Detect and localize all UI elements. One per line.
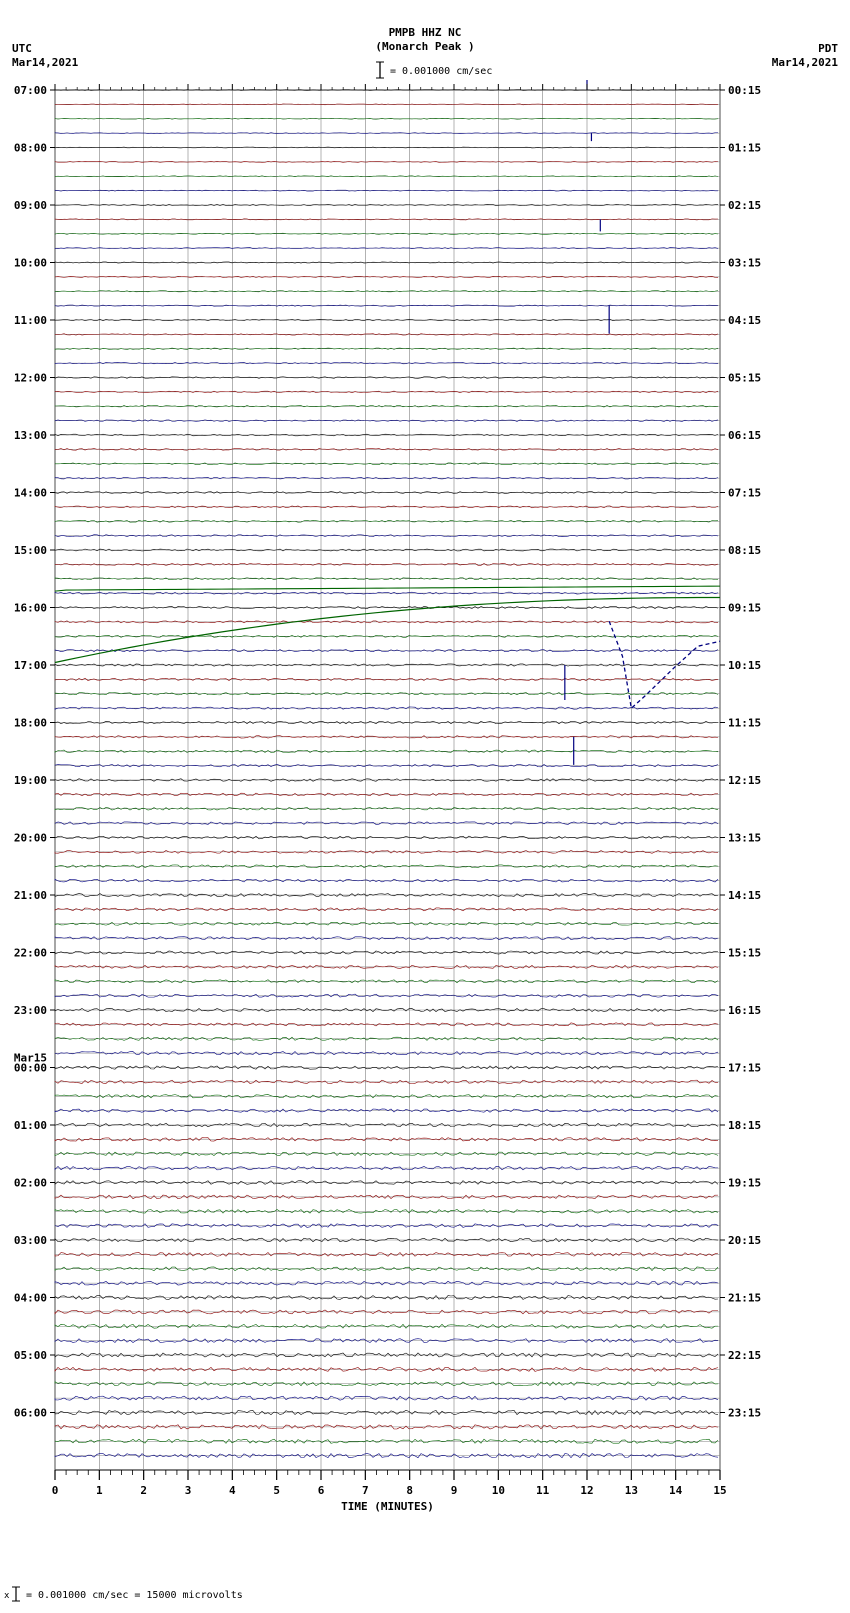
x-tick-label: 6 xyxy=(318,1484,325,1497)
left-hour-label: 21:00 xyxy=(14,889,47,902)
left-hour-label: 05:00 xyxy=(14,1349,47,1362)
x-tick-label: 10 xyxy=(492,1484,505,1497)
seismic-trace xyxy=(55,319,718,320)
x-tick-label: 1 xyxy=(96,1484,103,1497)
right-hour-label: 22:15 xyxy=(728,1349,761,1362)
x-tick-label: 0 xyxy=(52,1484,59,1497)
right-hour-label: 20:15 xyxy=(728,1234,761,1247)
left-date: Mar14,2021 xyxy=(12,56,79,69)
left-hour-label: 14:00 xyxy=(14,487,47,500)
x-tick-label: 3 xyxy=(185,1484,192,1497)
right-hour-label: 01:15 xyxy=(728,142,761,155)
right-tz: PDT xyxy=(818,42,838,55)
left-hour-label: 03:00 xyxy=(14,1234,47,1247)
x-tick-label: 2 xyxy=(140,1484,147,1497)
left-hour-label: 06:00 xyxy=(14,1407,47,1420)
x-tick-label: 7 xyxy=(362,1484,369,1497)
right-hour-label: 23:15 xyxy=(728,1407,761,1420)
seismic-trace xyxy=(55,147,718,148)
seismic-trace xyxy=(55,420,718,422)
left-hour-label: 20:00 xyxy=(14,832,47,845)
x-tick-label: 13 xyxy=(625,1484,638,1497)
scale-text-bottom: = 0.001000 cm/sec = 15000 microvolts xyxy=(26,1590,243,1601)
left-hour-label: 17:00 xyxy=(14,659,47,672)
right-hour-label: 16:15 xyxy=(728,1004,761,1017)
right-hour-label: 07:15 xyxy=(728,487,761,500)
x-tick-label: 9 xyxy=(451,1484,458,1497)
seismic-trace xyxy=(55,492,718,494)
seismic-trace xyxy=(55,248,718,249)
station-location: (Monarch Peak ) xyxy=(375,40,474,53)
right-hour-label: 09:15 xyxy=(728,602,761,615)
scale-text-top: = 0.001000 cm/sec xyxy=(390,66,492,77)
left-hour-label: 04:00 xyxy=(14,1292,47,1305)
x-tick-label: 4 xyxy=(229,1484,236,1497)
left-tz: UTC xyxy=(12,42,32,55)
left-hour-label: 16:00 xyxy=(14,602,47,615)
seismic-trace xyxy=(55,176,718,177)
right-date: Mar14,2021 xyxy=(772,56,839,69)
right-hour-label: 05:15 xyxy=(728,372,761,385)
left-hour-label: 22:00 xyxy=(14,947,47,960)
left-hour-label: 15:00 xyxy=(14,544,47,557)
right-hour-label: 14:15 xyxy=(728,889,761,902)
right-hour-label: 21:15 xyxy=(728,1292,761,1305)
right-hour-label: 03:15 xyxy=(728,257,761,270)
left-hour-label: 01:00 xyxy=(14,1119,47,1132)
footer-prefix: x xyxy=(4,1591,10,1601)
x-axis-label: TIME (MINUTES) xyxy=(341,1500,434,1513)
right-hour-label: 12:15 xyxy=(728,774,761,787)
right-hour-label: 00:15 xyxy=(728,84,761,97)
left-hour-label: 09:00 xyxy=(14,199,47,212)
left-hour-label: 10:00 xyxy=(14,257,47,270)
x-tick-label: 5 xyxy=(273,1484,280,1497)
right-hour-label: 06:15 xyxy=(728,429,761,442)
seismic-trace xyxy=(55,276,718,277)
seismic-trace xyxy=(55,463,718,465)
right-hour-label: 10:15 xyxy=(728,659,761,672)
x-tick-label: 15 xyxy=(713,1484,726,1497)
seismic-trace xyxy=(55,161,718,162)
right-hour-label: 02:15 xyxy=(728,199,761,212)
left-hour-label: 08:00 xyxy=(14,142,47,155)
left-hour-label: 00:00 xyxy=(14,1062,47,1075)
left-hour-label: 02:00 xyxy=(14,1177,47,1190)
right-hour-label: 04:15 xyxy=(728,314,761,327)
left-hour-label: 18:00 xyxy=(14,717,47,730)
x-tick-label: 8 xyxy=(406,1484,413,1497)
right-hour-label: 15:15 xyxy=(728,947,761,960)
seismogram-svg: PMPB HHZ NC(Monarch Peak ) = 0.001000 cm/… xyxy=(0,0,850,1613)
left-hour-label: 19:00 xyxy=(14,774,47,787)
x-tick-label: 11 xyxy=(536,1484,550,1497)
left-hour-label: 13:00 xyxy=(14,429,47,442)
x-tick-label: 14 xyxy=(669,1484,683,1497)
right-hour-label: 17:15 xyxy=(728,1062,761,1075)
right-hour-label: 11:15 xyxy=(728,717,761,730)
left-hour-label: 11:00 xyxy=(14,314,47,327)
left-hour-label: 23:00 xyxy=(14,1004,47,1017)
right-hour-label: 19:15 xyxy=(728,1177,761,1190)
seismic-trace xyxy=(55,190,718,191)
left-hour-label: 12:00 xyxy=(14,372,47,385)
right-hour-label: 08:15 xyxy=(728,544,761,557)
right-hour-label: 18:15 xyxy=(728,1119,761,1132)
x-tick-label: 12 xyxy=(580,1484,593,1497)
right-hour-label: 13:15 xyxy=(728,832,761,845)
left-hour-label: 07:00 xyxy=(14,84,47,97)
green-event-prev xyxy=(55,586,720,591)
seismogram-container: PMPB HHZ NC(Monarch Peak ) = 0.001000 cm/… xyxy=(0,0,850,1613)
station-code: PMPB HHZ NC xyxy=(389,26,462,39)
